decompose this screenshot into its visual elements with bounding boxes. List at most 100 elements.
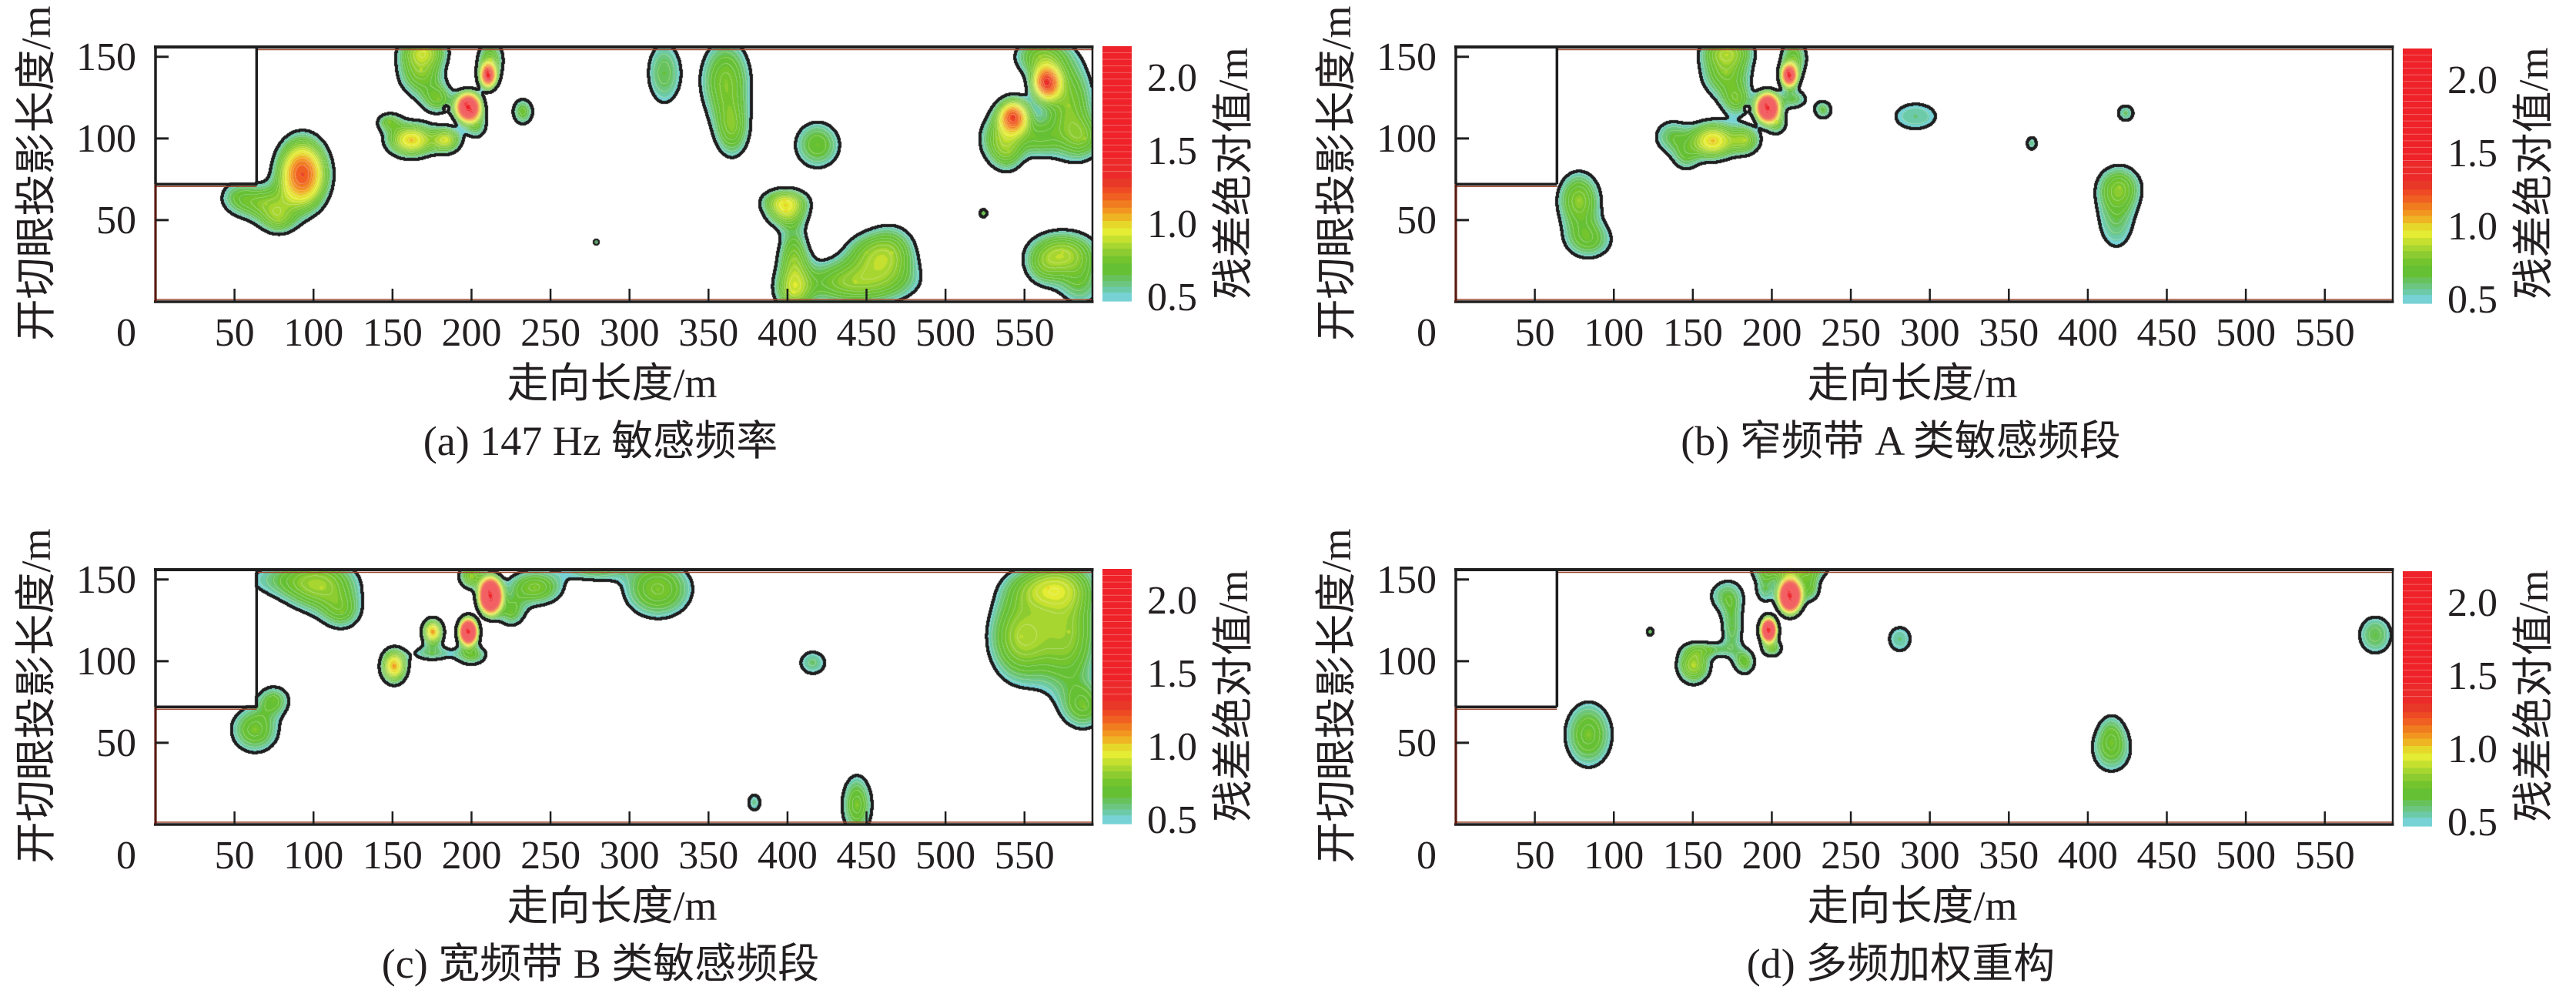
contour-peaks — [253, 567, 1087, 808]
contour-peak — [811, 661, 815, 665]
colorbar-band — [2403, 773, 2432, 781]
colorbar-band — [2403, 571, 2432, 685]
colorbar-band — [2403, 767, 2432, 774]
contour-peak — [1082, 704, 1087, 709]
contour-peak — [1060, 250, 1065, 255]
colorbar-band — [1102, 274, 1132, 281]
colorbar-band — [2403, 258, 2432, 266]
colorbar-band — [2403, 288, 2432, 296]
colorbar-band — [2403, 760, 2432, 768]
colorbar-band — [1102, 735, 1132, 744]
x-tick-label: 400 — [2057, 311, 2118, 355]
colorbar-band — [2403, 737, 2432, 746]
contour-peak — [1082, 136, 1087, 141]
origin-tick-label: 0 — [116, 311, 136, 355]
x-tick-label: 450 — [2136, 311, 2197, 355]
contour-peak — [236, 195, 240, 199]
colorbar-band — [1102, 263, 1132, 276]
y-tick-label: 150 — [1377, 557, 1437, 602]
axes-overlay — [154, 567, 1094, 826]
contour-peak — [791, 259, 796, 263]
contour-peak — [436, 97, 440, 102]
y-tick-label: 50 — [96, 198, 136, 242]
colorbar-tick-label: 1.0 — [1147, 725, 1197, 770]
colorbar-tick-label: 1.0 — [1147, 202, 1197, 247]
x-tick-label: 50 — [1514, 834, 1555, 878]
colorbar-band — [1102, 178, 1132, 188]
axes-overlay — [1454, 567, 2394, 826]
contour-field — [156, 47, 1092, 302]
contour-field — [1456, 570, 2393, 824]
contour-peak — [444, 138, 449, 142]
contour-peak — [1821, 108, 1825, 112]
contour-peak — [1724, 594, 1728, 598]
contour-peak — [1019, 634, 1024, 639]
colorbar-band — [1102, 743, 1132, 751]
contour-peak — [509, 610, 514, 614]
x-tick-label: 400 — [2057, 834, 2118, 878]
colorbar-tick-label: 2.0 — [1147, 578, 1197, 623]
contour-peak — [1041, 267, 1045, 272]
colorbar — [2403, 48, 2432, 304]
x-tick-label: 550 — [2294, 311, 2355, 355]
contour-peak — [276, 218, 281, 222]
x-tick-label: 100 — [1584, 834, 1644, 878]
colorbar-band — [2403, 250, 2432, 259]
contour-peak — [1038, 55, 1042, 59]
y-tick-label: 100 — [76, 116, 136, 161]
x-tick-label: 500 — [2216, 834, 2277, 878]
colorbar-band — [1102, 186, 1132, 193]
colorbar-band — [2403, 222, 2432, 231]
contour-peak — [340, 610, 344, 614]
contour-peak — [791, 289, 796, 294]
y-tick-label: 150 — [76, 35, 136, 79]
colorbar-band — [2403, 811, 2432, 818]
contour-peak — [1787, 73, 1791, 78]
panel-c: 开切眼投影长度/m 0 走向长度/m (c) 宽频带 B 类敏感频段 残差绝对值… — [0, 523, 1288, 990]
contour-peak — [409, 138, 413, 142]
colorbar-band — [2403, 805, 2432, 812]
contour-peak — [1765, 105, 1770, 110]
y-tick-label: 100 — [1377, 116, 1437, 161]
contour-peak — [1743, 138, 1748, 142]
x-tick-label: 50 — [1514, 311, 1555, 355]
contour-peak — [1898, 637, 1902, 641]
colorbar-band — [1102, 207, 1132, 214]
y-axis-title: 开切眼投影长度/m — [13, 5, 59, 341]
contour-peak — [1044, 81, 1049, 85]
x-tick-label: 550 — [994, 311, 1055, 355]
y-axis-title: 开切眼投影长度/m — [1313, 528, 1360, 864]
panel-caption: (c) 宽频带 B 类敏感频段 — [381, 941, 820, 987]
contour-peak — [469, 574, 473, 578]
colorbar-band — [2403, 799, 2432, 806]
contour-peak — [2114, 218, 2119, 222]
x-tick-label: 350 — [678, 834, 739, 878]
contour-peak — [387, 120, 392, 125]
x-tick-label: 100 — [283, 834, 344, 878]
colorbar-tick-label: 0.5 — [1147, 276, 1197, 320]
colorbar-band — [2403, 711, 2432, 718]
contour-peak — [1788, 594, 1792, 598]
origin-tick-label: 0 — [1417, 311, 1437, 355]
contour-peak — [594, 240, 599, 245]
x-tick-label: 300 — [1899, 311, 1960, 355]
colorbar-band — [2403, 244, 2432, 252]
colorbar-band — [1102, 778, 1132, 787]
contour-peak — [1766, 628, 1771, 633]
colorbar-band — [1102, 569, 1132, 683]
x-tick-label: 200 — [441, 311, 502, 355]
x-tick-label: 500 — [915, 311, 976, 355]
colorbar-band — [1102, 286, 1132, 293]
contour-peak — [662, 71, 667, 75]
contour-peak — [1808, 585, 1812, 590]
contour-peak — [2123, 111, 2128, 115]
contour-peak — [1711, 139, 1715, 143]
y-axis-title: 开切眼投影长度/m — [13, 528, 59, 864]
y-tick-label: 50 — [1397, 721, 1437, 765]
contour-peak — [1763, 585, 1768, 590]
colorbar-band — [2403, 48, 2432, 162]
contour-peak — [1078, 280, 1082, 285]
colorbar-band — [1102, 227, 1132, 236]
panel-caption: (b) 窄频带 A 类敏感频段 — [1681, 418, 2121, 464]
y-tick-label: 150 — [1377, 35, 1437, 79]
